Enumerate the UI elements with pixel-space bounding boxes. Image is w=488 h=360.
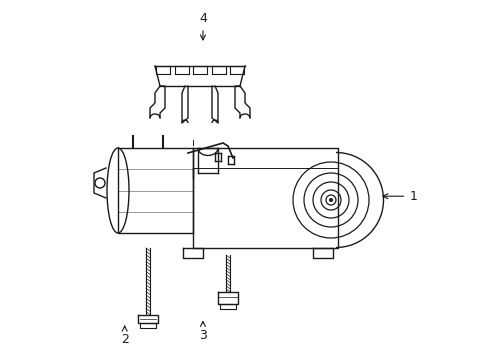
Text: 3: 3 (199, 321, 206, 342)
Circle shape (328, 198, 332, 202)
Text: 4: 4 (199, 12, 206, 40)
Text: 2: 2 (121, 326, 128, 346)
Text: 1: 1 (382, 190, 416, 203)
